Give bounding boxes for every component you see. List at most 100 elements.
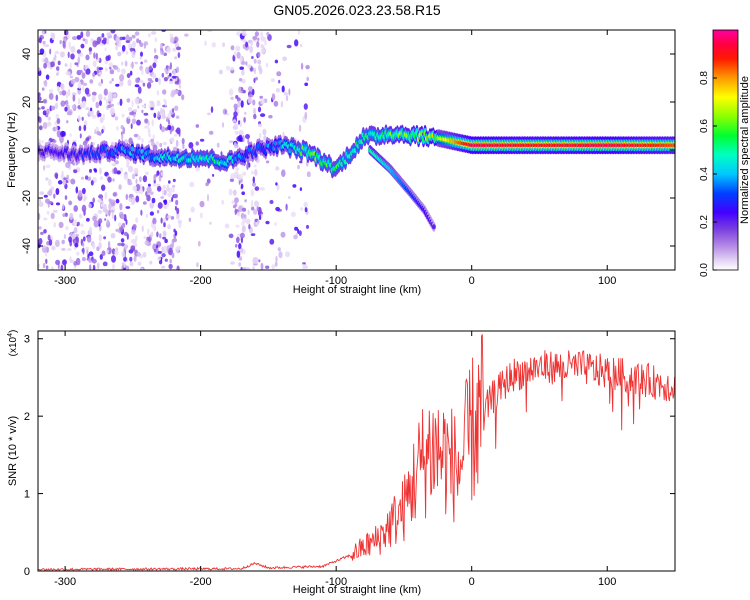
noise-point [172, 184, 176, 188]
noise-point [176, 127, 181, 135]
noise-point [302, 263, 306, 270]
snr-y-label: SNR (10 * v/v) [7, 416, 19, 486]
noise-point [48, 188, 53, 197]
noise-point [244, 111, 247, 115]
noise-point [102, 261, 108, 267]
noise-point [298, 230, 302, 236]
noise-point [38, 139, 41, 144]
x-tick-label: -300 [54, 576, 76, 588]
noise-point [148, 133, 152, 138]
colorbar-ticks: 0.0 0.2 0.4 0.6 0.8 [699, 71, 717, 277]
noise-point [129, 256, 133, 262]
noise-point [56, 130, 61, 138]
noise-point [173, 89, 179, 95]
noise-point [257, 123, 263, 128]
noise-point [146, 186, 152, 193]
noise-point [175, 246, 180, 253]
noise-point [92, 72, 96, 77]
noise-point [141, 68, 144, 76]
noise-point [149, 202, 155, 209]
noise-point [97, 209, 101, 214]
noise-point [281, 169, 286, 177]
noise-point [255, 76, 258, 81]
noise-point [252, 36, 258, 40]
noise-point [157, 256, 162, 261]
noise-point [286, 44, 292, 49]
noise-point [85, 107, 90, 111]
noise-point [89, 109, 94, 117]
noise-point [230, 173, 236, 181]
noise-point [107, 176, 112, 183]
noise-point [127, 182, 133, 186]
noise-point [216, 142, 220, 148]
noise-point [65, 71, 71, 76]
noise-point [156, 101, 161, 107]
noise-point [148, 104, 152, 109]
noise-point [141, 109, 144, 114]
noise-point [92, 40, 98, 48]
noise-point [56, 66, 60, 71]
noise-point [160, 126, 166, 133]
noise-point [304, 207, 308, 213]
snr-panel: -300 -200 -100 0 100 0 1 2 3 Height of straight… [7, 330, 676, 596]
noise-point [44, 57, 49, 64]
noise-point [293, 234, 298, 240]
noise-point [241, 69, 245, 76]
noise-point [125, 50, 129, 55]
noise-point [134, 31, 140, 36]
noise-point [73, 219, 78, 226]
noise-point [168, 199, 172, 203]
noise-point [97, 199, 102, 203]
noise-point [174, 205, 177, 211]
noise-point [112, 178, 115, 182]
noise-point [280, 231, 286, 238]
snr-marks [38, 333, 675, 571]
noise-point [82, 38, 86, 42]
noise-point [115, 198, 120, 204]
noise-point [106, 249, 109, 254]
noise-point [205, 182, 209, 187]
noise-point [109, 66, 112, 70]
noise-point [234, 208, 237, 216]
noise-point [131, 50, 136, 59]
noise-point [85, 68, 91, 75]
noise-point [140, 209, 143, 216]
noise-point [98, 242, 102, 249]
noise-point [62, 40, 66, 48]
noise-point [225, 65, 231, 71]
noise-point [229, 178, 234, 182]
noise-point [281, 85, 285, 93]
noise-point [137, 135, 142, 141]
noise-point [85, 30, 91, 38]
noise-point [166, 46, 172, 54]
noise-point [90, 180, 94, 186]
noise-point [250, 189, 255, 197]
noise-point [135, 195, 140, 203]
noise-point [116, 170, 121, 175]
noise-point [173, 193, 179, 199]
noise-point [274, 261, 278, 267]
noise-point [287, 196, 291, 199]
noise-point [99, 167, 102, 175]
noise-point [129, 70, 133, 76]
snr-scale-exponent: 4 [7, 333, 14, 337]
noise-point [268, 115, 273, 119]
noise-point [39, 191, 45, 196]
noise-point [80, 230, 86, 235]
noise-point [77, 221, 80, 226]
colorbar-tick-label: 0.2 [699, 215, 710, 229]
noise-point [67, 88, 71, 97]
noise-point [152, 62, 157, 69]
noise-point [93, 220, 99, 228]
noise-point [156, 231, 159, 238]
noise-point [266, 32, 270, 36]
noise-point [172, 47, 177, 52]
noise-point [297, 164, 300, 170]
noise-point [101, 155, 105, 160]
noise-point [264, 40, 267, 46]
noise-point [133, 133, 139, 138]
noise-point [82, 140, 88, 146]
noise-point [100, 203, 104, 208]
noise-point [206, 178, 211, 184]
noise-point [265, 265, 270, 269]
